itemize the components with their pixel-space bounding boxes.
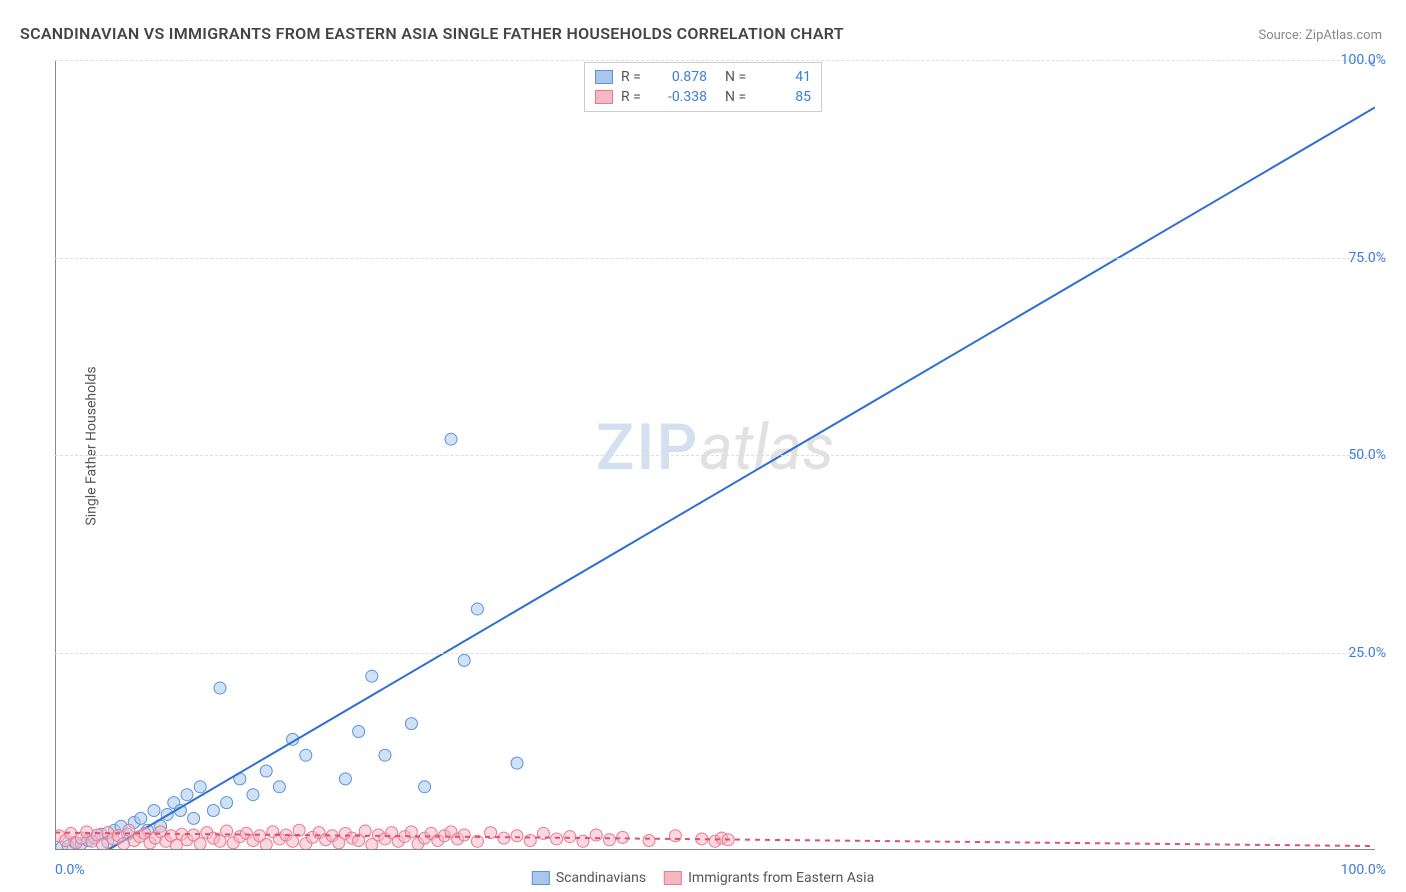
- legend-swatch-0: [595, 70, 613, 84]
- legend-n-value-1: 85: [761, 89, 811, 105]
- legend-n-label-0: N =: [725, 69, 753, 85]
- legend-item-1: Immigrants from Eastern Asia: [664, 870, 874, 886]
- legend-bottom-swatch-1: [664, 871, 682, 885]
- y-tick-label: 25.0%: [1348, 645, 1386, 661]
- grid-line: [55, 455, 1375, 456]
- legend-item-0: Scandinavians: [532, 870, 646, 886]
- legend-n-value-0: 41: [761, 69, 811, 85]
- legend-correlation: R = 0.878 N = 41 R = -0.338 N = 85: [584, 62, 822, 112]
- x-tick-100: 100.0%: [1341, 862, 1386, 878]
- legend-bottom-label-1: Immigrants from Eastern Asia: [688, 870, 874, 886]
- legend-r-label-1: R =: [621, 89, 649, 105]
- legend-row-series-0: R = 0.878 N = 41: [595, 67, 811, 87]
- legend-row-series-1: R = -0.338 N = 85: [595, 87, 811, 107]
- legend-n-label-1: N =: [725, 89, 753, 105]
- legend-r-label-0: R =: [621, 69, 649, 85]
- grid-line: [55, 653, 1375, 654]
- y-tick-label: 100.0%: [1341, 52, 1386, 68]
- grid-line: [55, 258, 1375, 259]
- x-tick-0: 0.0%: [55, 862, 85, 878]
- source-label: Source: ZipAtlas.com: [1258, 28, 1382, 43]
- legend-r-value-1: -0.338: [657, 89, 707, 105]
- y-tick-label: 75.0%: [1348, 250, 1386, 266]
- chart-title: SCANDINAVIAN VS IMMIGRANTS FROM EASTERN …: [20, 24, 844, 43]
- legend-bottom-swatch-0: [532, 871, 550, 885]
- legend-swatch-1: [595, 90, 613, 104]
- legend-bottom-label-0: Scandinavians: [556, 870, 646, 886]
- legend-series: Scandinavians Immigrants from Eastern As…: [532, 870, 874, 886]
- grid-line: [55, 60, 1375, 61]
- legend-r-value-0: 0.878: [657, 69, 707, 85]
- y-tick-label: 50.0%: [1348, 447, 1386, 463]
